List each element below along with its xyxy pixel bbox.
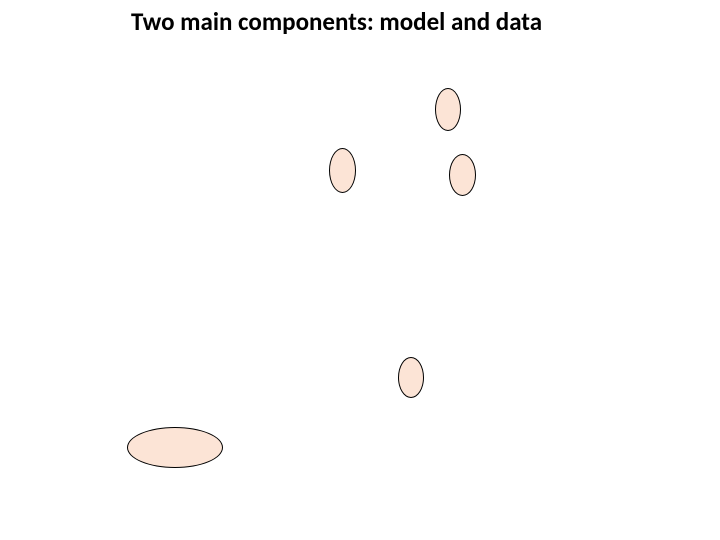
slide-title: Two main components: model and data [131,6,542,37]
ellipse-low-center [398,357,424,398]
ellipse-bottom-left-wide [127,427,223,468]
ellipse-mid-left [329,148,356,193]
ellipse-top [435,88,461,131]
ellipse-mid-right [449,154,476,196]
